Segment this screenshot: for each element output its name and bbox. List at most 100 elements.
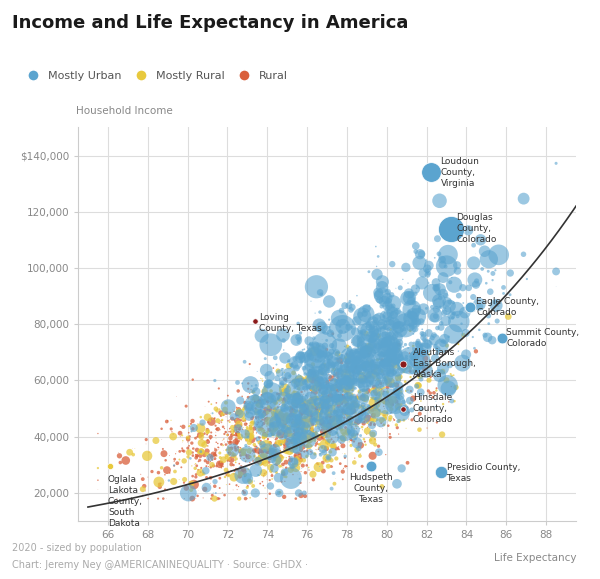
Point bbox=[327, 389, 337, 398]
Point bbox=[245, 422, 255, 431]
Point bbox=[248, 387, 257, 397]
Point bbox=[250, 488, 260, 497]
Point bbox=[345, 394, 355, 404]
Point bbox=[312, 412, 322, 421]
Point bbox=[301, 424, 310, 433]
Point bbox=[234, 407, 244, 416]
Point bbox=[343, 374, 352, 383]
Point bbox=[215, 483, 224, 493]
Point bbox=[156, 479, 166, 488]
Point bbox=[256, 417, 266, 426]
Point bbox=[313, 341, 323, 350]
Point bbox=[356, 441, 365, 450]
Point bbox=[356, 334, 366, 343]
Point bbox=[256, 479, 265, 488]
Point bbox=[286, 378, 295, 387]
Point bbox=[313, 424, 322, 433]
Point bbox=[220, 405, 230, 414]
Point bbox=[345, 391, 355, 400]
Point bbox=[154, 468, 163, 477]
Point bbox=[434, 299, 443, 308]
Point bbox=[264, 402, 274, 411]
Point bbox=[257, 446, 266, 456]
Point bbox=[284, 371, 294, 380]
Point bbox=[278, 405, 288, 414]
Point bbox=[271, 398, 281, 408]
Point bbox=[350, 401, 359, 411]
Point bbox=[322, 398, 331, 407]
Point bbox=[250, 394, 260, 404]
Point bbox=[329, 468, 338, 478]
Point bbox=[238, 392, 247, 401]
Point bbox=[373, 252, 383, 261]
Point bbox=[315, 362, 325, 371]
Point bbox=[300, 430, 310, 439]
Point bbox=[288, 415, 298, 424]
Point bbox=[475, 325, 484, 335]
Point bbox=[287, 360, 297, 369]
Point bbox=[445, 298, 455, 307]
Point bbox=[304, 463, 313, 472]
Point bbox=[269, 464, 279, 473]
Point bbox=[367, 332, 376, 341]
Point bbox=[308, 368, 318, 378]
Point bbox=[357, 325, 367, 334]
Point bbox=[392, 380, 401, 390]
Point bbox=[342, 461, 352, 471]
Point bbox=[348, 393, 358, 402]
Point bbox=[361, 344, 370, 353]
Point bbox=[343, 414, 352, 423]
Point bbox=[233, 465, 243, 474]
Point bbox=[342, 406, 352, 415]
Point bbox=[416, 397, 425, 406]
Point bbox=[335, 384, 345, 393]
Point bbox=[205, 438, 215, 447]
Point bbox=[305, 340, 315, 349]
Point bbox=[364, 320, 373, 329]
Point bbox=[154, 478, 164, 487]
Point bbox=[310, 394, 320, 404]
Point bbox=[325, 412, 334, 421]
Point bbox=[277, 405, 286, 415]
Point bbox=[313, 373, 323, 382]
Point bbox=[300, 438, 310, 447]
Point bbox=[395, 357, 405, 367]
Point bbox=[320, 340, 329, 349]
Point bbox=[376, 419, 386, 428]
Point bbox=[335, 362, 344, 371]
Point bbox=[320, 418, 329, 427]
Point bbox=[278, 463, 287, 472]
Point bbox=[343, 371, 353, 380]
Point bbox=[368, 436, 377, 445]
Point bbox=[277, 461, 286, 471]
Point bbox=[344, 372, 354, 382]
Point bbox=[301, 435, 311, 444]
Point bbox=[289, 405, 298, 415]
Point bbox=[337, 399, 346, 408]
Point bbox=[362, 342, 372, 351]
Point bbox=[281, 416, 291, 426]
Point bbox=[310, 430, 320, 439]
Point bbox=[351, 358, 361, 368]
Point bbox=[278, 412, 287, 422]
Point bbox=[281, 420, 290, 429]
Point bbox=[343, 393, 353, 402]
Point bbox=[268, 445, 278, 454]
Point bbox=[311, 388, 320, 397]
Point bbox=[263, 462, 272, 471]
Point bbox=[233, 443, 243, 452]
Point bbox=[385, 377, 395, 386]
Point bbox=[226, 427, 235, 436]
Point bbox=[304, 437, 313, 446]
Point bbox=[280, 426, 289, 435]
Point bbox=[227, 414, 237, 423]
Point bbox=[334, 382, 344, 391]
Point bbox=[315, 404, 325, 413]
Point bbox=[290, 398, 300, 407]
Point bbox=[274, 439, 283, 448]
Point bbox=[311, 376, 321, 386]
Point bbox=[432, 283, 442, 292]
Point bbox=[313, 408, 323, 417]
Point bbox=[317, 433, 327, 442]
Point bbox=[343, 412, 353, 421]
